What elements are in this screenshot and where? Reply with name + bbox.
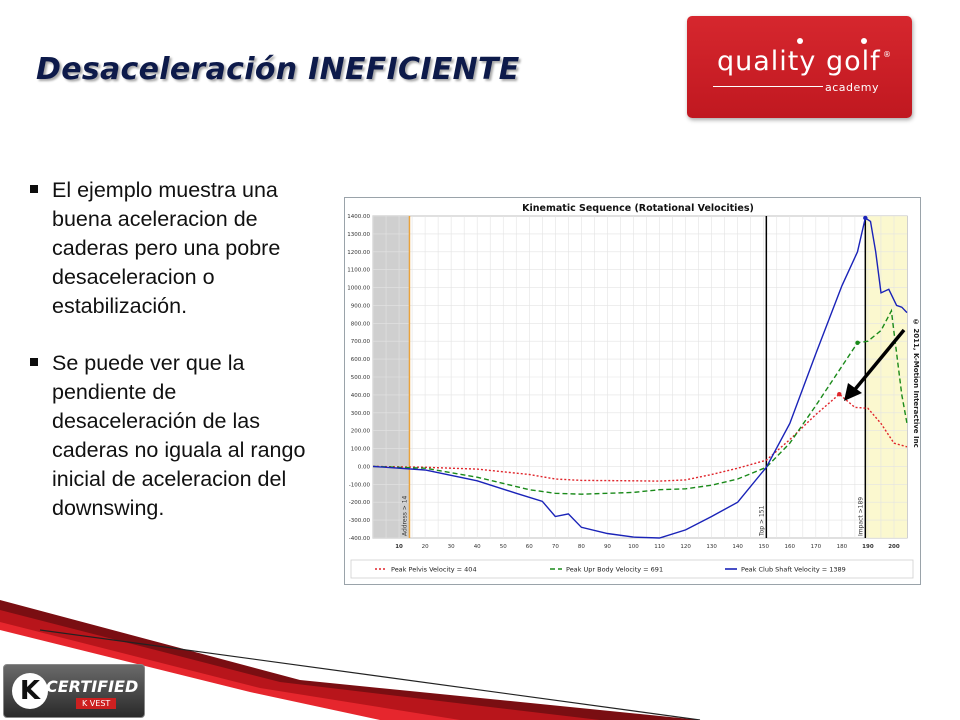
- series-line: [372, 308, 908, 495]
- y-tick-label: 800.00: [351, 321, 371, 327]
- bullet-square-icon: [30, 185, 38, 193]
- bullet-text: El ejemplo muestra una buena aceleracion…: [52, 178, 281, 318]
- y-tick-label: -100.00: [349, 482, 371, 488]
- logo-sub-text: academy: [825, 81, 880, 94]
- k-vest-text: K VEST: [76, 698, 117, 709]
- y-tick-label: 100.00: [351, 447, 371, 453]
- y-tick-label: 1300.00: [347, 232, 370, 238]
- x-tick-label: 190: [862, 544, 874, 550]
- y-tick-label: 700.00: [351, 339, 371, 345]
- x-tick-label: 130: [706, 544, 717, 550]
- arrow-icon: [844, 328, 906, 401]
- bullet-text: Se puede ver que la pendiente de desacel…: [52, 351, 306, 520]
- event-marker-label: Impact >189: [857, 497, 864, 536]
- logo-main-text: quality golf: [717, 46, 881, 77]
- k-vest-certified-badge: K CERTIFIED K VEST: [3, 664, 145, 718]
- logo-registered-mark: ®: [883, 50, 891, 59]
- bullet-list: El ejemplo muestra una buena aceleracion…: [28, 176, 318, 551]
- chart-title: Kinematic Sequence (Rotational Velocitie…: [522, 203, 754, 214]
- y-tick-label: 900.00: [351, 303, 371, 309]
- x-tick-label: 150: [758, 544, 769, 550]
- peak-point: [863, 215, 868, 221]
- x-tick-label: 50: [500, 544, 507, 550]
- y-tick-label: -200.00: [349, 500, 371, 506]
- x-tick-label: 70: [552, 544, 559, 550]
- x-tick-label: 180: [837, 544, 848, 550]
- legend-label: Peak Pelvis Velocity = 404: [391, 566, 477, 574]
- x-tick-label: 110: [654, 544, 665, 550]
- slide-title: Desaceleración INEFICIENTE: [36, 52, 520, 87]
- x-tick-label: 120: [680, 544, 691, 550]
- bullet-item: El ejemplo muestra una buena aceleracion…: [28, 176, 318, 321]
- y-tick-label: 400.00: [351, 393, 371, 399]
- event-marker-label: Address > 14: [401, 495, 408, 536]
- peak-point: [837, 391, 842, 397]
- y-tick-label: 600.00: [351, 357, 371, 363]
- y-tick-label: -400.00: [349, 536, 371, 542]
- y-tick-label: 1100.00: [347, 268, 370, 274]
- series-line: [372, 393, 908, 482]
- legend-box: [350, 559, 914, 579]
- y-tick-label: 200.00: [351, 429, 371, 435]
- y-tick-label: 0.00: [358, 464, 371, 470]
- x-tick-label: 60: [526, 544, 533, 550]
- series-line: [372, 216, 908, 539]
- legend-label: Peak Club Shaft Velocity = 1389: [741, 566, 846, 574]
- legend-label: Peak Upr Body Velocity = 691: [566, 566, 663, 574]
- event-marker-label: Top > 151: [758, 505, 765, 537]
- logo-underline: [713, 86, 823, 87]
- chart-svg: Kinematic Sequence (Rotational Velocitie…: [347, 203, 914, 579]
- y-tick-label: 300.00: [351, 411, 371, 417]
- copyright-text: © 2011, K-Motion Interactive Inc: [912, 318, 920, 448]
- x-tick-label: 160: [785, 544, 796, 550]
- x-tick-label: 30: [448, 544, 455, 550]
- x-tick-label: 100: [628, 544, 639, 550]
- peak-point: [855, 340, 860, 346]
- x-tick-label: 20: [422, 544, 429, 550]
- y-tick-label: 1400.00: [347, 214, 370, 220]
- y-tick-label: 1200.00: [347, 250, 370, 256]
- certified-text: CERTIFIED: [46, 677, 139, 696]
- x-tick-label: 90: [604, 544, 611, 550]
- bullet-square-icon: [30, 358, 38, 366]
- k-letter-icon: K: [12, 673, 48, 709]
- x-tick-label: 140: [732, 544, 743, 550]
- quality-golf-logo: quality golf ® academy: [687, 16, 912, 118]
- x-tick-label: 80: [578, 544, 585, 550]
- y-tick-label: 500.00: [351, 375, 371, 381]
- x-tick-label: 170: [811, 544, 822, 550]
- x-tick-label: 10: [395, 544, 403, 550]
- y-tick-label: -300.00: [349, 518, 371, 524]
- y-tick-label: 1000.00: [347, 286, 370, 292]
- x-tick-label: 200: [888, 544, 900, 550]
- kinematic-chart: Kinematic Sequence (Rotational Velocitie…: [344, 197, 921, 585]
- x-tick-label: 40: [474, 544, 481, 550]
- bullet-item: Se puede ver que la pendiente de desacel…: [28, 349, 318, 523]
